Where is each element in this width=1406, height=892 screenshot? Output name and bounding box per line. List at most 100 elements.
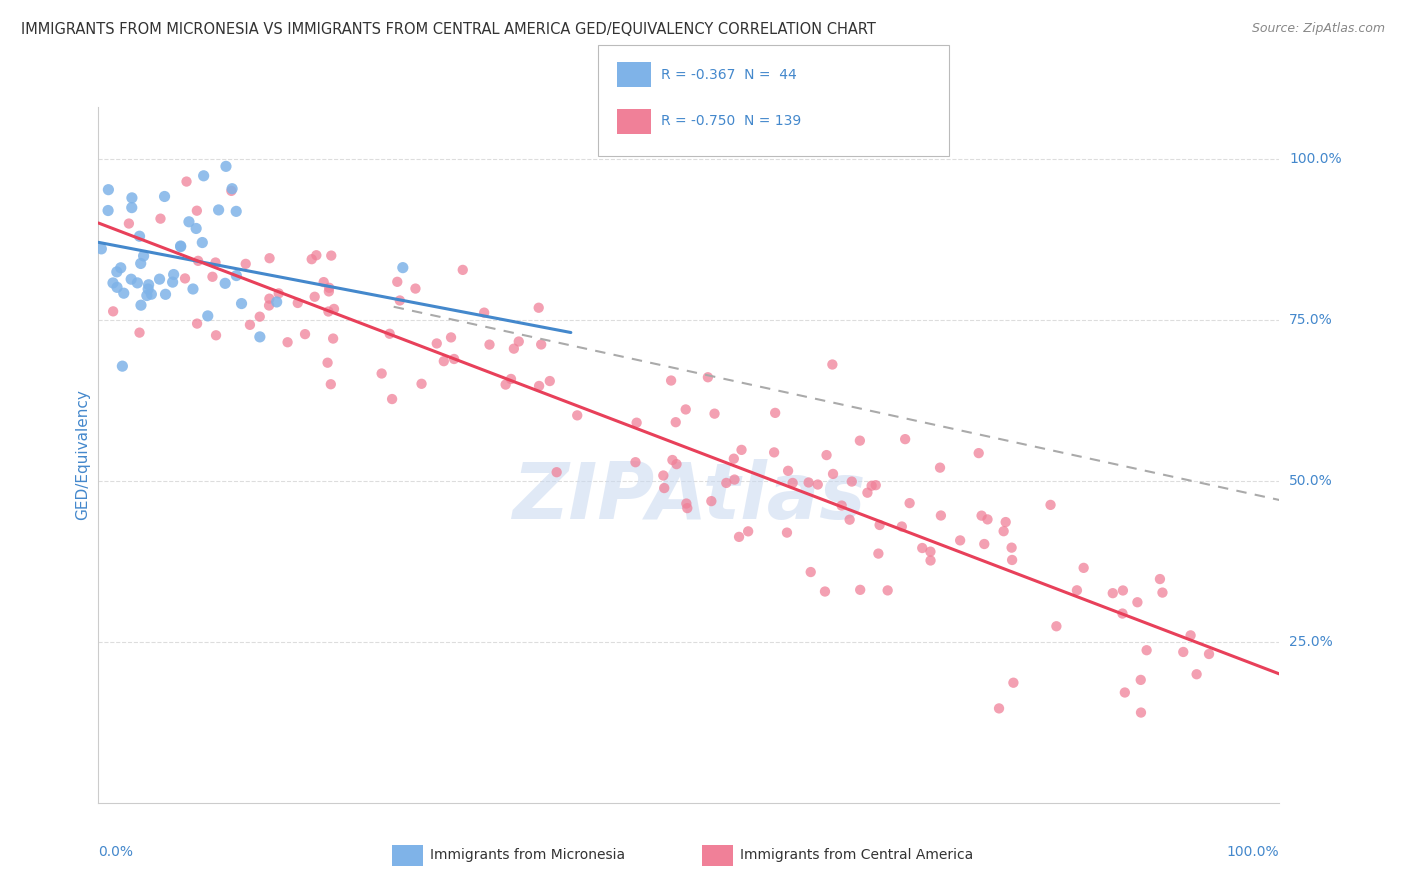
Point	[148, 272, 170, 286]
Point	[508, 334, 530, 349]
Point	[426, 336, 449, 351]
Point	[675, 497, 697, 511]
Point	[97, 183, 120, 197]
Point	[207, 202, 229, 217]
Point	[128, 229, 150, 244]
Point	[1180, 628, 1202, 642]
Point	[129, 298, 152, 312]
Text: 0.0%: 0.0%	[98, 845, 134, 858]
Point	[723, 473, 745, 487]
Point	[782, 475, 804, 490]
Point	[652, 468, 675, 483]
Point	[221, 184, 243, 198]
Point	[259, 292, 281, 306]
Point	[440, 330, 463, 344]
Point	[993, 524, 1015, 539]
Point	[267, 286, 290, 301]
Point	[316, 356, 339, 370]
Text: Immigrants from Micronesia: Immigrants from Micronesia	[430, 848, 626, 863]
Point	[1114, 685, 1136, 699]
Point	[869, 518, 891, 533]
Point	[97, 203, 120, 218]
Point	[1000, 541, 1022, 555]
Point	[1126, 595, 1149, 609]
Point	[472, 305, 495, 319]
Text: 100.0%: 100.0%	[1289, 152, 1341, 166]
Point	[186, 317, 208, 331]
Text: 50.0%: 50.0%	[1289, 474, 1333, 488]
Point	[929, 508, 952, 523]
Point	[949, 533, 972, 548]
Point	[204, 255, 226, 269]
Point	[527, 301, 550, 315]
Point	[849, 434, 872, 448]
Point	[661, 453, 683, 467]
Point	[191, 235, 214, 250]
Point	[225, 268, 247, 283]
Point	[1129, 673, 1152, 687]
Point	[105, 280, 128, 294]
Point	[387, 275, 409, 289]
Point	[259, 251, 281, 265]
Point	[676, 501, 699, 516]
Point	[973, 537, 995, 551]
Point	[776, 525, 799, 540]
Point	[841, 475, 863, 489]
Point	[301, 252, 323, 267]
Point	[378, 326, 401, 341]
Point	[495, 377, 517, 392]
Point	[155, 287, 177, 301]
Point	[135, 288, 157, 302]
Point	[127, 276, 149, 290]
Point	[121, 201, 143, 215]
Point	[1173, 645, 1195, 659]
Point	[800, 565, 823, 579]
Point	[1039, 498, 1062, 512]
Point	[988, 701, 1011, 715]
Point	[318, 304, 340, 318]
Point	[249, 330, 271, 344]
Point	[976, 512, 998, 526]
Point	[388, 293, 411, 308]
Point	[169, 239, 191, 253]
Point	[675, 402, 697, 417]
Point	[730, 442, 752, 457]
Point	[665, 457, 688, 471]
Point	[249, 310, 271, 324]
Point	[112, 286, 135, 301]
Point	[169, 240, 191, 254]
Point	[1002, 675, 1025, 690]
Point	[266, 295, 288, 310]
Point	[1198, 647, 1220, 661]
Point	[318, 285, 340, 299]
Point	[411, 376, 433, 391]
Point	[696, 370, 718, 384]
Point	[665, 415, 688, 429]
Point	[538, 374, 561, 388]
Point	[121, 191, 143, 205]
Point	[652, 481, 675, 495]
Point	[797, 475, 820, 490]
Point	[391, 260, 413, 275]
Point	[443, 351, 465, 366]
Point	[186, 203, 208, 218]
Point	[136, 282, 159, 296]
Point	[235, 257, 257, 271]
Point	[1185, 667, 1208, 681]
Point	[201, 269, 224, 284]
Point	[105, 265, 128, 279]
Point	[110, 260, 132, 275]
Point	[703, 407, 725, 421]
Point	[318, 281, 340, 295]
Point	[287, 296, 309, 310]
Point	[624, 455, 647, 469]
Point	[728, 530, 751, 544]
Point	[141, 287, 163, 301]
Point	[546, 465, 568, 479]
Point	[967, 446, 990, 460]
Point	[1130, 706, 1153, 720]
Point	[181, 282, 204, 296]
Point	[814, 584, 837, 599]
Y-axis label: GED/Equivalency: GED/Equivalency	[75, 390, 90, 520]
Point	[763, 445, 786, 459]
